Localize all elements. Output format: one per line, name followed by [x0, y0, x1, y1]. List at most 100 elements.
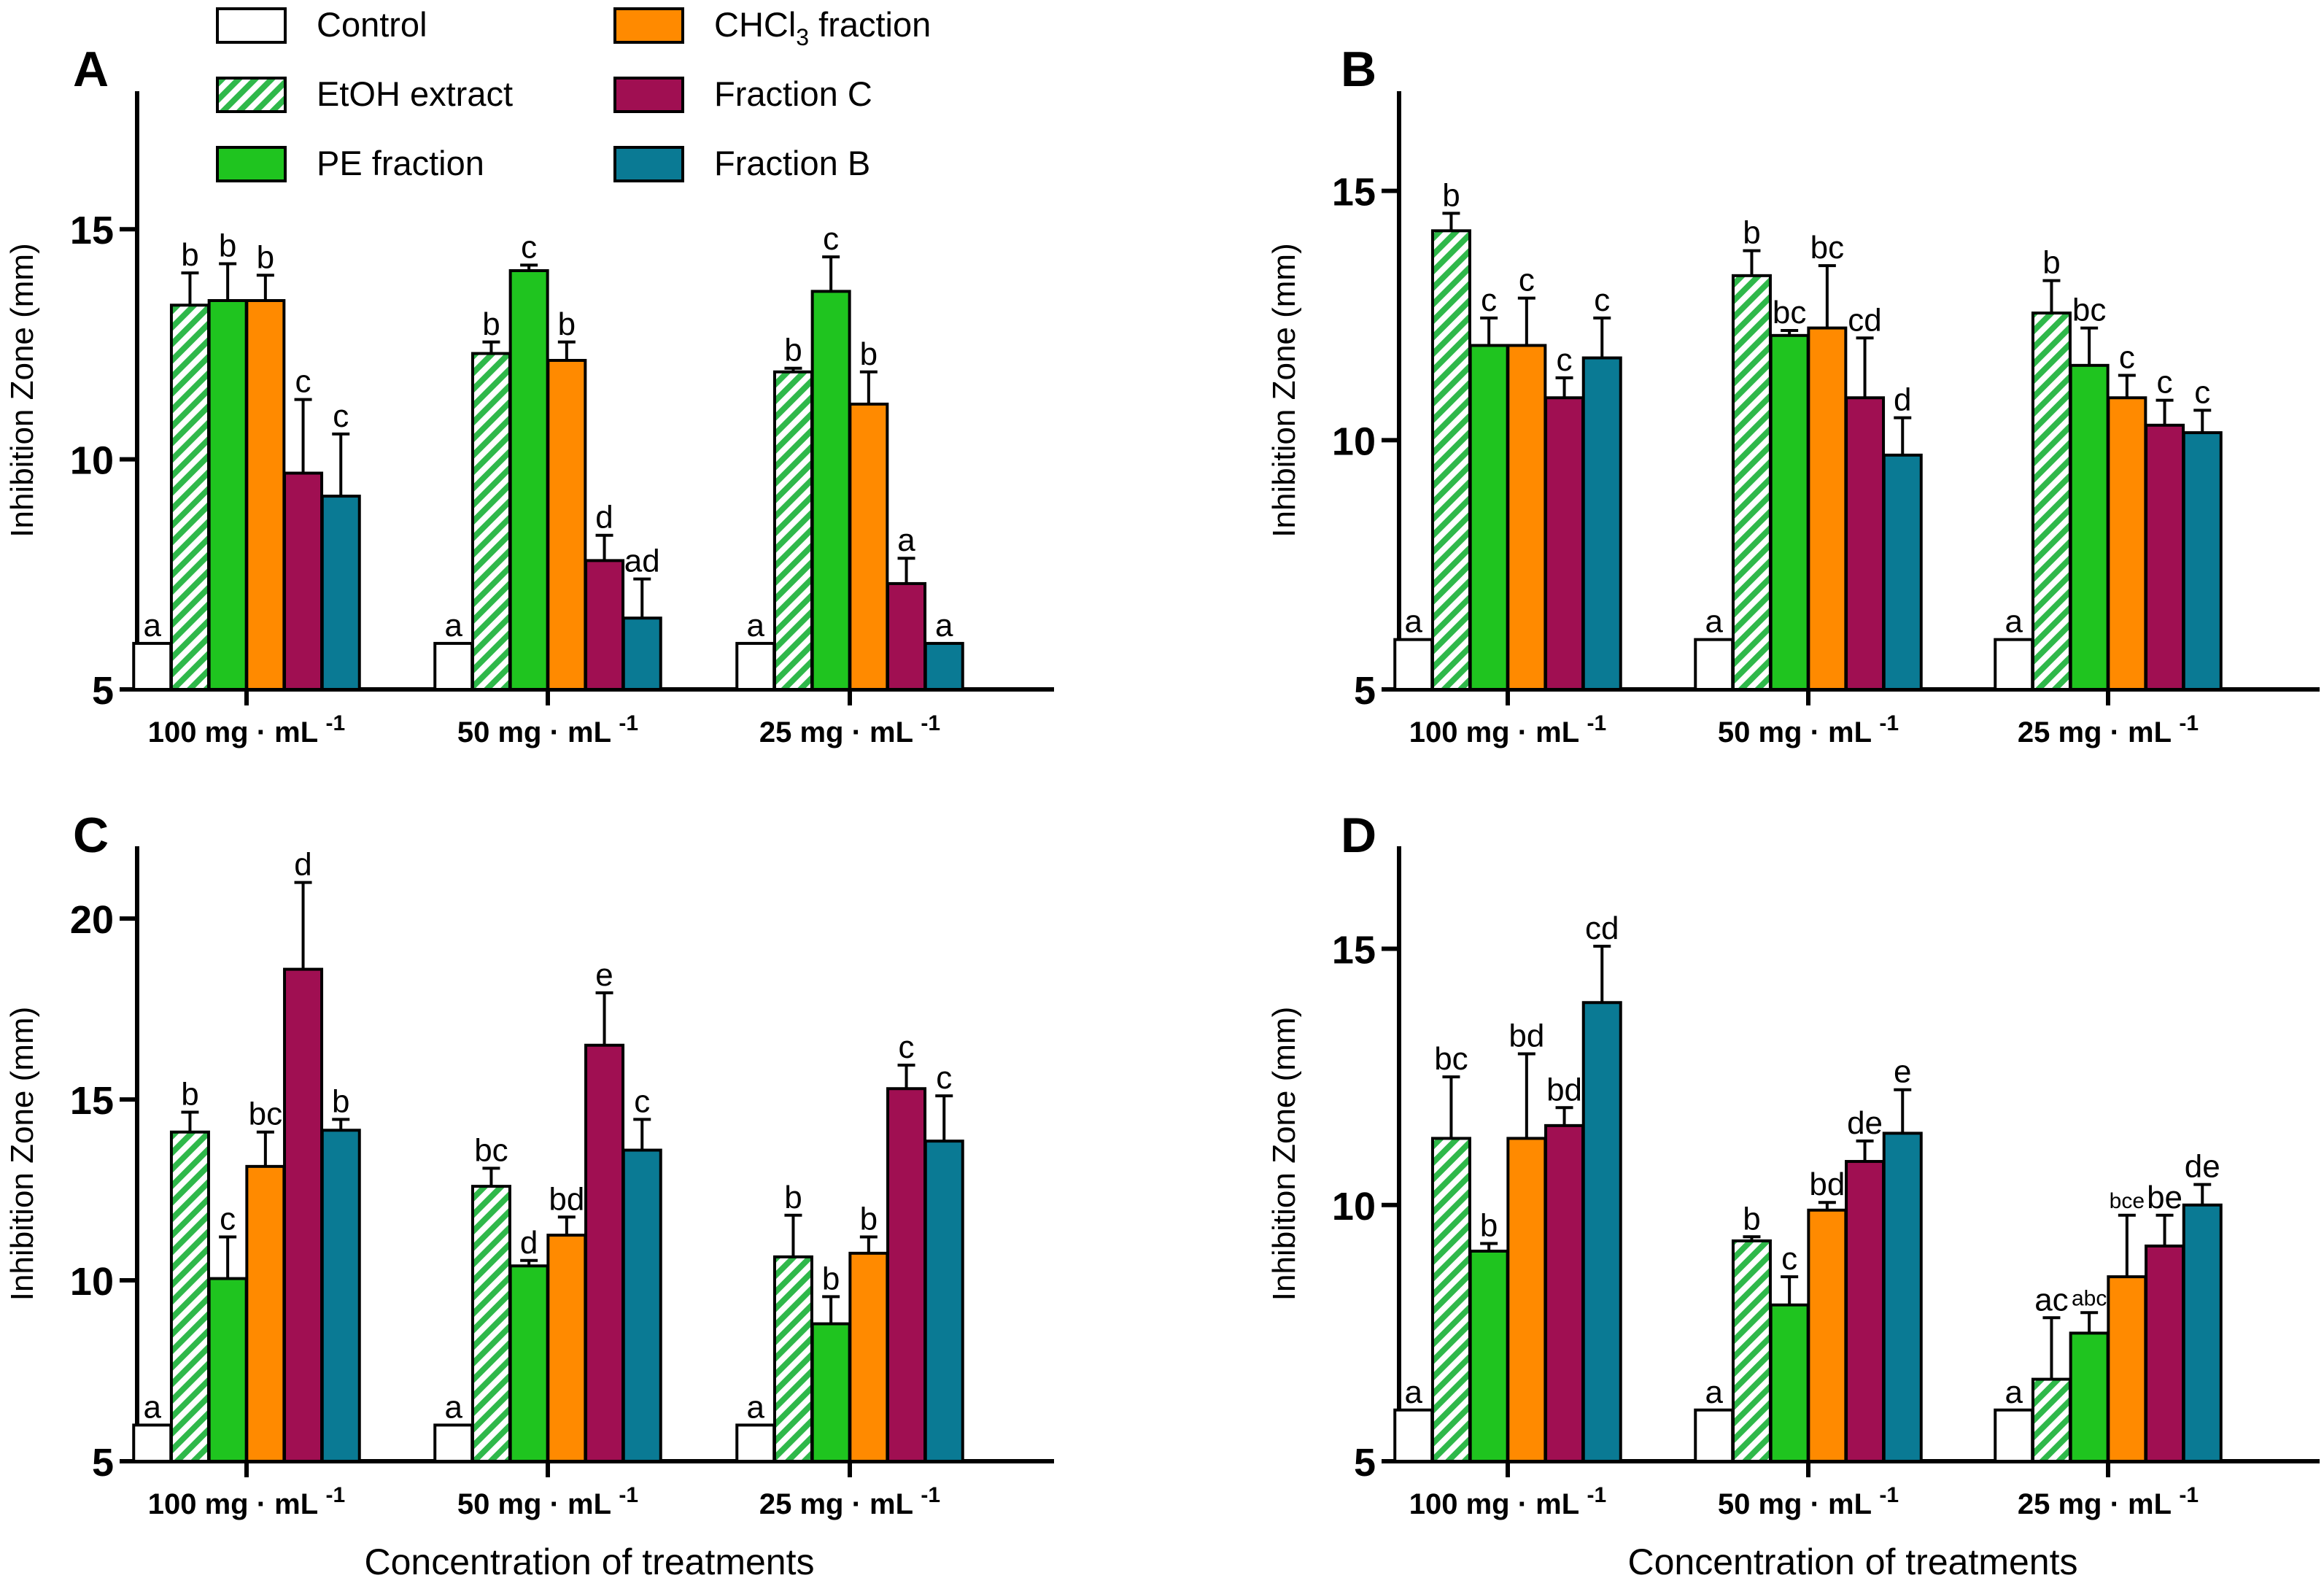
- bar-fraction-c: [2145, 423, 2185, 691]
- significance-letter: c: [634, 1083, 650, 1119]
- bar-fraction-c: [886, 1087, 927, 1463]
- significance-letter: b: [482, 306, 500, 342]
- significance-letter: a: [1405, 1374, 1423, 1410]
- bar-chcl3-fraction: [245, 299, 286, 691]
- y-tick-label: 10: [1332, 419, 1376, 463]
- significance-letter: d: [294, 847, 311, 883]
- bar-control: [735, 641, 776, 692]
- bar-fraction-b: [1581, 1001, 1622, 1463]
- bar-fraction-b: [2182, 1203, 2223, 1463]
- significance-letter: c: [521, 229, 537, 265]
- bar-fraction-b: [1882, 1132, 1923, 1463]
- significance-letter: b: [257, 239, 274, 275]
- significance-letter: b: [2042, 245, 2060, 281]
- significance-letter: bc: [249, 1096, 282, 1132]
- legend-label: Fraction C: [714, 74, 872, 113]
- panel-C: C Inhibition Zone (mm) 5 10 15 20 100 mg · mL …: [4, 808, 1054, 1520]
- y-tick-label: 15: [1332, 929, 1376, 972]
- bar-etoh-extract: [772, 1255, 813, 1463]
- significance-letter: c: [333, 398, 349, 434]
- bar-fraction-c: [584, 559, 625, 692]
- bar-etoh-extract: [1430, 229, 1471, 692]
- significance-letter: d: [1894, 382, 1911, 418]
- bar-pe-fraction: [207, 299, 248, 691]
- bar-pe-fraction: [2069, 363, 2110, 691]
- y-tick-label: 15: [70, 1079, 114, 1123]
- bar-etoh-extract: [470, 1185, 511, 1463]
- significance-letter: abc: [2072, 1286, 2107, 1310]
- significance-letter: b: [181, 1076, 198, 1112]
- bar-fraction-b: [1882, 453, 1923, 691]
- significance-letter: b: [1743, 1201, 1760, 1237]
- x-tick-label: 25 mg · mL -1: [759, 1483, 940, 1520]
- panel-label: C: [73, 808, 109, 863]
- bar-control: [132, 641, 173, 692]
- bar-etoh-extract: [169, 303, 210, 691]
- legend-item-fraction-b: Fraction B: [613, 144, 870, 182]
- significance-letter: bd: [1809, 1167, 1845, 1202]
- significance-letter: a: [144, 608, 162, 643]
- legend-label: Fraction B: [714, 144, 870, 182]
- significance-letter: b: [1480, 1207, 1498, 1243]
- y-axis-label: Inhibition Zone (mm): [1266, 243, 1302, 537]
- significance-letter: de: [2185, 1149, 2220, 1185]
- significance-letter: a: [897, 522, 915, 558]
- legend-label: EtOH extract: [317, 74, 513, 113]
- x-tick-label: 25 mg · mL -1: [2018, 711, 2199, 748]
- y-axis-label: Inhibition Zone (mm): [4, 243, 40, 537]
- significance-letter: c: [1781, 1241, 1797, 1277]
- y-tick-label: 10: [70, 1260, 114, 1304]
- bar-etoh-extract: [772, 370, 813, 691]
- legend-swatch: [216, 146, 287, 182]
- bar-fraction-b: [923, 641, 964, 692]
- panel-B: B Inhibition Zone (mm) 5 10 15 100 mg · mL -1…: [1266, 42, 2320, 748]
- bar-fraction-c: [886, 581, 927, 692]
- bar-pe-fraction: [810, 290, 851, 691]
- legend-swatch: [613, 77, 684, 113]
- bar-control: [1393, 638, 1434, 692]
- bar-pe-fraction: [508, 1264, 549, 1463]
- y-tick-label: 10: [1332, 1185, 1376, 1229]
- y-tick-label: 15: [70, 209, 114, 252]
- significance-letter: ac: [2034, 1282, 2068, 1318]
- bar-chcl3-fraction: [546, 359, 587, 691]
- significance-letter: b: [784, 333, 802, 368]
- bar-fraction-c: [584, 1043, 625, 1463]
- panel-A: A Inhibition Zone (mm) 5 10 15 100 mg · mL -1…: [4, 42, 1054, 748]
- significance-letter: c: [936, 1060, 952, 1096]
- significance-letter: b: [860, 336, 878, 372]
- x-tick-label: 50 mg · mL -1: [457, 711, 638, 748]
- bar-control: [433, 1423, 474, 1463]
- bar-fraction-c: [1845, 396, 1886, 691]
- bar-pe-fraction: [1468, 344, 1509, 691]
- panel-D: D Inhibition Zone (mm) 5 10 15 100 mg · mL -1…: [1266, 808, 2320, 1520]
- significance-letter: bc: [474, 1132, 508, 1168]
- significance-letter: b: [822, 1261, 840, 1296]
- significance-letter: b: [860, 1202, 878, 1237]
- bar-fraction-c: [1845, 1160, 1886, 1463]
- significance-letter: a: [747, 608, 765, 643]
- y-axis-label: Inhibition Zone (mm): [4, 1007, 40, 1301]
- bar-fraction-b: [320, 495, 361, 691]
- significance-letter: b: [784, 1180, 802, 1215]
- significance-letter: cd: [1848, 302, 1881, 338]
- bar-fraction-b: [320, 1129, 361, 1463]
- significance-letter: d: [520, 1225, 538, 1261]
- bar-fraction-c: [1544, 396, 1585, 691]
- legend-item-chcl3-fraction: CHCl3 fraction: [613, 5, 931, 50]
- panel-label: A: [73, 42, 109, 97]
- significance-letter: d: [595, 500, 613, 535]
- legend-swatch: [216, 77, 287, 113]
- significance-letter: bc: [1773, 295, 1806, 330]
- bar-pe-fraction: [810, 1322, 851, 1463]
- bar-control: [1694, 638, 1735, 692]
- significance-letter: bd: [549, 1181, 584, 1217]
- significance-letter: c: [899, 1029, 915, 1065]
- bar-chcl3-fraction: [1807, 326, 1848, 691]
- bar-etoh-extract: [169, 1130, 210, 1463]
- y-axis-label: Inhibition Zone (mm): [1266, 1007, 1302, 1301]
- legend-label: PE fraction: [317, 144, 484, 182]
- significance-letter: c: [2157, 365, 2173, 401]
- panel-label: D: [1341, 808, 1376, 863]
- legend-swatch: [613, 146, 684, 182]
